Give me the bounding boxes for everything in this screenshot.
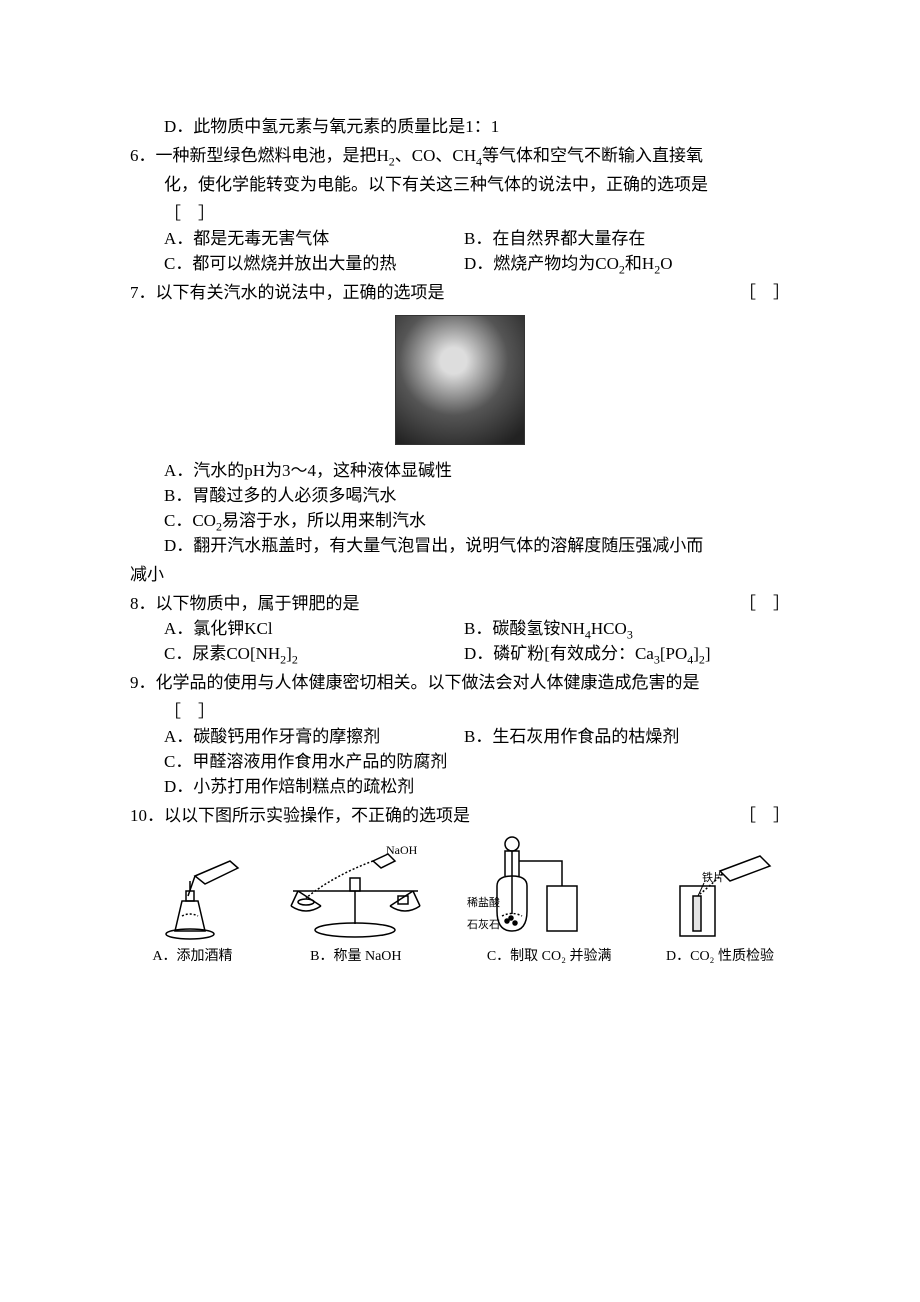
q8-stem: 8．以下物质中，属于钾肥的是 ［ ］ <box>130 595 790 612</box>
q7-option-b: B．胃酸过多的人必须多喝汽水 <box>164 487 790 504</box>
text: C．CO <box>164 511 216 530</box>
text: 易溶于水，所以用来制汽水 <box>222 511 426 530</box>
sub: 3 <box>627 627 633 641</box>
q10-exp-b: NaOH B．称量 NaOH <box>273 846 438 964</box>
q6-option-d: D．燃烧产物均为CO2和H2O <box>464 255 790 272</box>
q6-text-3: 等气体和空气不断输入直接氧 <box>482 146 703 165</box>
alcohol-lamp-icon <box>140 846 245 946</box>
q6-option-a: A．都是无毒无害气体 <box>164 230 464 247</box>
q9-option-d: D．小苏打用作焙制糕点的疏松剂 <box>164 778 790 795</box>
q6-row-cd: C．都可以燃烧并放出大量的热 D．燃烧产物均为CO2和H2O <box>164 255 790 272</box>
text: [PO <box>660 644 687 663</box>
q6-bracket: ［ ］ <box>130 205 790 222</box>
q10-exp-a: A．添加酒精 <box>140 846 245 964</box>
q7-image-wrap <box>130 315 790 448</box>
q7-stem-text: 7．以下有关汽水的说法中，正确的选项是 <box>130 283 445 302</box>
q8-option-c: C．尿素CO[NH2]2 <box>164 645 464 662</box>
caco3-label: 石灰石 <box>467 917 500 931</box>
balance-icon: NaOH <box>273 846 438 946</box>
text: O <box>660 254 672 273</box>
q7-option-d-line2: 减小 <box>130 566 790 583</box>
q6-row-ab: A．都是无毒无害气体 B．在自然界都大量存在 <box>164 230 790 247</box>
q5-option-d: D．此物质中氢元素与氧元素的质量比是1：1 <box>164 118 790 135</box>
q9-option-a: A．碳酸钙用作牙膏的摩擦剂 <box>164 728 464 745</box>
naoh-label: NaOH <box>386 846 418 857</box>
q8-option-a: A．氯化钾KCl <box>164 620 464 637</box>
q6-stem-line2: 化，使化学能转变为电能。以下有关这三种气体的说法中，正确的选项是 <box>130 176 790 193</box>
co2-apparatus-icon: 稀盐酸 石灰石 <box>467 836 632 946</box>
q7-bracket: ［ ］ <box>739 284 790 301</box>
q10-experiments: A．添加酒精 NaOH B．称量 NaOH <box>130 836 790 964</box>
q6-text-2: 、CO、CH <box>395 146 476 165</box>
q7-option-c: C．CO2易溶于水，所以用来制汽水 <box>164 512 790 529</box>
q6-option-b: B．在自然界都大量存在 <box>464 230 790 247</box>
q7-stem: 7．以下有关汽水的说法中，正确的选项是 ［ ］ <box>130 284 790 301</box>
q10-stem: 10．以以下图所示实验操作，不正确的选项是 ［ ］ <box>130 807 790 824</box>
q10-exp-c: 稀盐酸 石灰石 C．制取 CO₂ 并验满 <box>467 836 632 964</box>
q7-option-d-line1: D．翻开汽水瓶盖时，有大量气泡冒出，说明气体的溶解度随压强减小而 <box>164 537 790 554</box>
q10-stem-text: 10．以以下图所示实验操作，不正确的选项是 <box>130 806 470 825</box>
q6-text-1: 6．一种新型绿色燃料电池，是把H <box>130 146 389 165</box>
text: B．碳酸氢铵NH <box>464 619 585 638</box>
q6-option-c: C．都可以燃烧并放出大量的热 <box>164 255 464 272</box>
q10-exp-d: 铁片 D．CO₂ 性质检验 <box>660 846 780 964</box>
q10-label-a: A．添加酒精 <box>140 950 245 964</box>
text: 和H <box>625 254 654 273</box>
q9-row-ab: A．碳酸钙用作牙膏的摩擦剂 B．生石灰用作食品的枯燥剂 <box>164 728 790 745</box>
q10-label-c: C．制取 CO₂ 并验满 <box>467 950 632 964</box>
q9-stem: 9．化学品的使用与人体健康密切相关。以下做法会对人体健康造成危害的是 <box>130 674 790 691</box>
iron-label: 铁片 <box>702 871 724 884</box>
q8-row-ab: A．氯化钾KCl B．碳酸氢铵NH4HCO3 <box>164 620 790 637</box>
text: C．尿素CO[NH <box>164 644 280 663</box>
q9-option-b: B．生石灰用作食品的枯燥剂 <box>464 728 790 745</box>
q8-option-d: D．磷矿粉[有效成分：Ca3[PO4]2] <box>464 645 790 662</box>
q10-bracket: ［ ］ <box>739 807 790 824</box>
q7-option-a: A．汽水的pH为3～4，这种液体显碱性 <box>164 462 790 479</box>
q8-stem-text: 8．以下物质中，属于钾肥的是 <box>130 594 360 613</box>
q10-label-d: D．CO₂ 性质检验 <box>660 950 780 964</box>
co2-test-icon: 铁片 <box>660 846 780 946</box>
q8-option-b: B．碳酸氢铵NH4HCO3 <box>464 620 790 637</box>
q6-stem-line1: 6．一种新型绿色燃料电池，是把H2、CO、CH4等气体和空气不断输入直接氧 <box>130 147 790 164</box>
q9-option-c: C．甲醛溶液用作食用水产品的防腐剂 <box>164 753 790 770</box>
hcl-label: 稀盐酸 <box>467 895 500 909</box>
soda-can-image <box>395 315 525 445</box>
q9-bracket: ［ ］ <box>130 703 790 720</box>
text: ] <box>705 644 711 663</box>
q8-bracket: ［ ］ <box>739 595 790 612</box>
sub: 2 <box>292 652 298 666</box>
q8-row-cd: C．尿素CO[NH2]2 D．磷矿粉[有效成分：Ca3[PO4]2] <box>164 645 790 662</box>
text: D．燃烧产物均为CO <box>464 254 619 273</box>
text: D．磷矿粉[有效成分：Ca <box>464 644 654 663</box>
text: HCO <box>591 619 627 638</box>
q10-label-b: B．称量 NaOH <box>273 950 438 964</box>
